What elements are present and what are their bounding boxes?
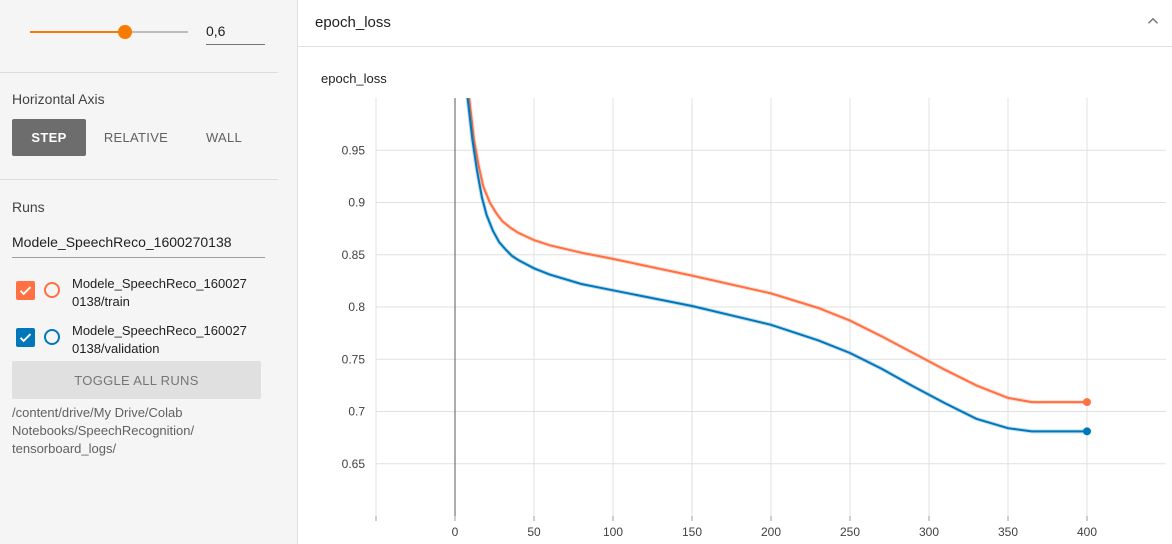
toggle-all-runs-button[interactable]: TOGGLE ALL RUNS <box>12 361 261 399</box>
divider <box>0 72 278 73</box>
y-tick-label: 0.9 <box>348 196 365 210</box>
x-tick-label: 400 <box>1077 525 1097 539</box>
x-tick-label: 350 <box>998 525 1018 539</box>
runs-filter-input[interactable]: Modele_SpeechReco_1600270138 <box>12 231 265 258</box>
x-tick-label: 250 <box>840 525 860 539</box>
logdir-line: tensorboard_logs/ <box>12 441 117 456</box>
series-end-point <box>1083 427 1091 436</box>
horizontal-axis-toggle: STEP RELATIVE WALL <box>12 119 262 156</box>
y-tick-label: 0.7 <box>348 405 365 419</box>
axis-step-button[interactable]: STEP <box>12 119 86 156</box>
run-color-circle-validation[interactable] <box>44 329 60 345</box>
y-tick-label: 0.75 <box>342 352 366 366</box>
smoothing-slider-thumb[interactable] <box>117 25 132 39</box>
x-tick-label: 100 <box>603 525 623 539</box>
run-label-line: 0138/train <box>72 294 130 309</box>
run-label-train: Modele_SpeechReco_160027 0138/train <box>72 275 272 311</box>
x-tick-label: 300 <box>919 525 939 539</box>
axis-relative-button[interactable]: RELATIVE <box>103 130 169 145</box>
y-tick-label: 0.85 <box>342 248 366 262</box>
y-tick-label: 0.95 <box>342 143 366 157</box>
divider <box>0 179 278 180</box>
x-tick-label: 200 <box>761 525 781 539</box>
check-icon <box>19 333 32 343</box>
card-title: epoch_loss <box>315 14 391 31</box>
run-color-circle-train[interactable] <box>44 282 60 298</box>
series-line-shadow <box>467 98 1087 405</box>
check-icon <box>19 286 32 296</box>
x-tick-label: 50 <box>527 525 541 539</box>
logdir-path: /content/drive/My Drive/Colab Notebooks/… <box>12 404 262 458</box>
series-end-point <box>1083 398 1091 407</box>
runs-title: Runs <box>12 199 45 215</box>
run-label-validation: Modele_SpeechReco_160027 0138/validation <box>72 322 272 358</box>
run-item-validation[interactable]: Modele_SpeechReco_160027 0138/validation <box>16 322 276 362</box>
logdir-line: /content/drive/My Drive/Colab <box>12 405 183 420</box>
smoothing-slider[interactable] <box>30 25 188 39</box>
run-item-train[interactable]: Modele_SpeechReco_160027 0138/train <box>16 275 276 315</box>
run-label-line: Modele_SpeechReco_160027 <box>72 276 247 291</box>
logdir-line: Notebooks/SpeechRecognition/ <box>12 423 195 438</box>
chart-title: epoch_loss <box>321 71 387 86</box>
series-line <box>468 98 1087 404</box>
y-tick-label: 0.8 <box>348 300 365 314</box>
x-tick-label: 0 <box>452 525 459 539</box>
x-tick-label: 150 <box>682 525 702 539</box>
sidebar: 0,6 Horizontal Axis STEP RELATIVE WALL R… <box>0 0 298 544</box>
series-line <box>466 98 1087 433</box>
run-checkbox-train[interactable] <box>16 281 35 300</box>
loss-chart[interactable]: 0.65 0.7 0.75 0.8 0.85 0.9 0.95 0 50 100 150 200 250… <box>298 0 1172 544</box>
smoothing-value-input[interactable]: 0,6 <box>206 20 265 45</box>
run-label-line: Modele_SpeechReco_160027 <box>72 323 247 338</box>
run-label-line: 0138/validation <box>72 341 160 356</box>
chevron-up-icon[interactable] <box>1144 12 1162 30</box>
horizontal-axis-title: Horizontal Axis <box>12 91 105 107</box>
smoothing-slider-row: 0,6 <box>0 0 298 72</box>
smoothing-slider-fill <box>30 31 125 33</box>
y-tick-label: 0.65 <box>342 457 366 471</box>
series-line-shadow <box>465 98 1087 434</box>
axis-wall-button[interactable]: WALL <box>205 130 243 145</box>
card-header[interactable]: epoch_loss <box>298 0 1172 47</box>
main-panel: epoch_loss epoch_loss 0.65 0.7 0.75 0.8 0.85… <box>298 0 1172 544</box>
run-checkbox-validation[interactable] <box>16 328 35 347</box>
